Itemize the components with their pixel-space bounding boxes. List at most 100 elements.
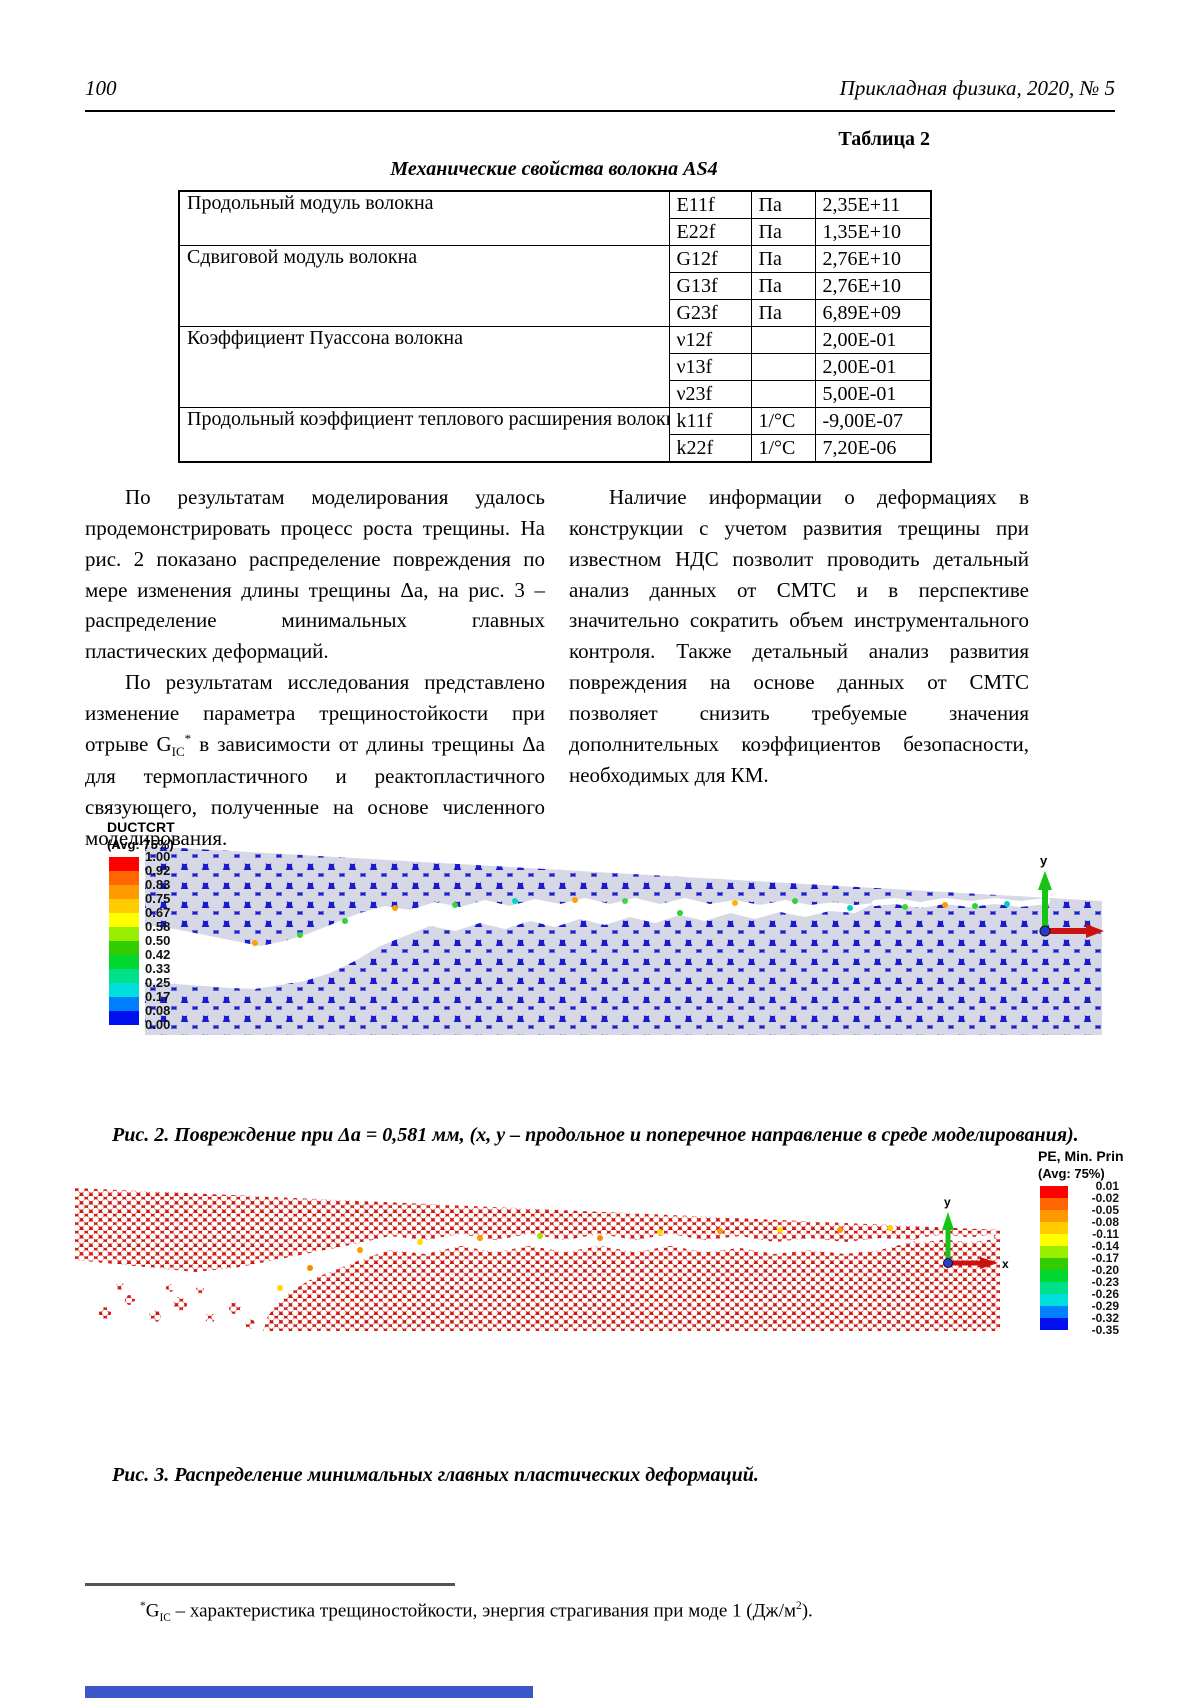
crack-tip-line bbox=[917, 1234, 995, 1243]
paragraph-text: По результатам исследования представлено… bbox=[85, 670, 545, 756]
property-symbol: G23f bbox=[668, 299, 752, 327]
axes-origin-dot bbox=[943, 1258, 953, 1268]
table-row: ν23f 5,00E-01 bbox=[179, 380, 932, 408]
footnote-text: – характеристика трещиностойкости, энерг… bbox=[170, 1600, 796, 1622]
superscript-2: 2 bbox=[796, 1600, 802, 1612]
legend-value: -0.29 bbox=[1091, 1299, 1119, 1313]
footnote: *GIC – характеристика трещиностойкости, … bbox=[85, 1600, 1015, 1624]
legend-value: -0.05 bbox=[1091, 1203, 1119, 1217]
property-symbol: E11f bbox=[668, 190, 752, 219]
legend-value: 0.83 bbox=[145, 877, 171, 892]
legend-value: -0.08 bbox=[1091, 1215, 1119, 1229]
legend-value: 0.75 bbox=[145, 891, 171, 906]
figure-2: y x DUCTCRT (Avg: 75%) 1.00 0.92 0.83 0.… bbox=[95, 813, 1105, 1043]
damage-specks bbox=[252, 897, 1010, 946]
property-value: 2,35E+11 bbox=[814, 190, 932, 219]
right-column: Наличие информации о деформациях в конст… bbox=[569, 482, 1029, 854]
property-value: 2,76E+10 bbox=[814, 272, 932, 300]
fig3-simulation-image: y x bbox=[75, 1188, 1009, 1331]
page-number: 100 bbox=[85, 76, 117, 100]
axes-origin-dot bbox=[1039, 925, 1051, 937]
composite-strip bbox=[75, 1188, 1000, 1331]
footnote-marker: * bbox=[140, 1600, 146, 1612]
composite-strip bbox=[145, 846, 1102, 1035]
property-name: Продольный модуль волокна bbox=[178, 190, 670, 246]
bottom-scan-artifact-bar bbox=[85, 1686, 533, 1698]
fig2-legend-title: DUCTCRT bbox=[107, 819, 175, 835]
x-axis-label: x bbox=[1002, 1257, 1009, 1271]
legend-value: -0.02 bbox=[1091, 1191, 1119, 1205]
property-name: Коэффициент Пуассона волокна bbox=[178, 326, 670, 408]
crack-tip-line bbox=[872, 898, 1050, 908]
property-symbol: ν23f bbox=[668, 380, 752, 408]
property-symbol: G13f bbox=[668, 272, 752, 300]
debris-particles bbox=[99, 1282, 255, 1329]
legend-value: 0.01 bbox=[1095, 1179, 1119, 1193]
fig2-caption: Рис. 2. Повреждение при Δa = 0,581 мм, (… bbox=[112, 1124, 1079, 1146]
property-value: 2,00E-01 bbox=[814, 353, 932, 381]
paragraph: По результатам моделирования удалось про… bbox=[85, 485, 545, 664]
fig2-legend-avg: (Avg: 75%) bbox=[107, 837, 174, 852]
legend-value: -0.11 bbox=[1092, 1227, 1119, 1241]
footnote-marker: * bbox=[184, 730, 192, 746]
legend-value: -0.35 bbox=[1091, 1323, 1119, 1337]
property-value: 5,00E-01 bbox=[814, 380, 932, 408]
legend-value: -0.23 bbox=[1091, 1275, 1119, 1289]
paragraph: По результатам исследования представлено… bbox=[85, 667, 545, 854]
table-row: Продольный коэффициент теплового расшире… bbox=[178, 407, 932, 463]
crack-region bbox=[145, 898, 875, 989]
legend-value: -0.14 bbox=[1091, 1239, 1119, 1253]
strain-specks bbox=[277, 1225, 893, 1291]
legend-value: 0.50 bbox=[145, 933, 171, 948]
property-value: 7,20E-06 bbox=[814, 434, 932, 463]
property-unit: Па bbox=[750, 272, 816, 300]
table-title: Механические свойства волокна AS4 bbox=[390, 158, 718, 180]
legend-value: 0.42 bbox=[145, 947, 171, 962]
property-symbol: k22f bbox=[668, 434, 752, 463]
gic-subscript: IC bbox=[159, 1612, 171, 1625]
fig3-legend-avg: (Avg: 75%) bbox=[1038, 1166, 1105, 1181]
property-unit: Па bbox=[750, 245, 816, 273]
legend-value: 0.00 bbox=[145, 1017, 171, 1032]
y-axis-label: y bbox=[1040, 853, 1048, 868]
property-symbol: ν13f bbox=[668, 353, 752, 381]
table-row: Продольный модуль волокна E11f Па 2,35E+… bbox=[178, 190, 932, 246]
legend-value: 0.25 bbox=[145, 975, 171, 990]
property-unit bbox=[750, 380, 816, 408]
property-unit bbox=[750, 353, 816, 381]
table-row: Коэффициент Пуассона волокна ν12f 2,00E-… bbox=[178, 326, 932, 408]
header-rule bbox=[85, 110, 1115, 112]
fig2-simulation-image: y x bbox=[145, 846, 1104, 1035]
property-value: 6,89E+09 bbox=[814, 299, 932, 327]
legend-value: -0.26 bbox=[1091, 1287, 1119, 1301]
legend-value: 0.33 bbox=[145, 961, 171, 976]
y-axis-label: y bbox=[944, 1195, 951, 1209]
property-value: -9,00E-07 bbox=[814, 407, 932, 435]
fig3-legend-values: 0.01 -0.02 -0.05 -0.08 -0.11 -0.14 -0.17… bbox=[1073, 1180, 1119, 1336]
crack-region bbox=[75, 1234, 920, 1331]
fig3-legend-title: PE, Min. Prin bbox=[1038, 1148, 1124, 1164]
table-row: k22f 1/°С 7,20E-06 bbox=[179, 434, 932, 463]
axes-icon: y x bbox=[1038, 853, 1104, 938]
property-symbol: E22f bbox=[668, 218, 752, 246]
gic-symbol: G bbox=[156, 731, 172, 756]
table-label: Таблица 2 bbox=[838, 128, 930, 150]
legend-value: 0.08 bbox=[145, 1003, 171, 1018]
property-value: 2,76E+10 bbox=[814, 245, 932, 273]
footnote-text: ). bbox=[801, 1600, 813, 1622]
property-name: Продольный коэффициент теплового расшире… bbox=[178, 407, 670, 463]
property-name: Сдвиговой модуль волокна bbox=[178, 245, 670, 327]
property-symbol: ν12f bbox=[668, 326, 752, 354]
property-unit: 1/°С bbox=[750, 407, 816, 435]
legend-value: -0.20 bbox=[1091, 1263, 1119, 1277]
journal-title: Прикладная физика, 2020, № 5 bbox=[839, 76, 1115, 100]
legend-value: 0.67 bbox=[145, 905, 171, 920]
body-text: По результатам моделирования удалось про… bbox=[85, 482, 1029, 854]
legend-value: 0.17 bbox=[145, 989, 171, 1004]
fig2-legend-values: 1.00 0.92 0.83 0.75 0.67 0.58 0.50 0.42 … bbox=[145, 850, 170, 1032]
fig3-colorbar bbox=[1040, 1186, 1068, 1330]
property-unit: Па bbox=[750, 190, 816, 219]
paragraph: Наличие информации о деформациях в конст… bbox=[569, 485, 1029, 787]
table-row: E22f Па 1,35E+10 bbox=[179, 218, 932, 246]
